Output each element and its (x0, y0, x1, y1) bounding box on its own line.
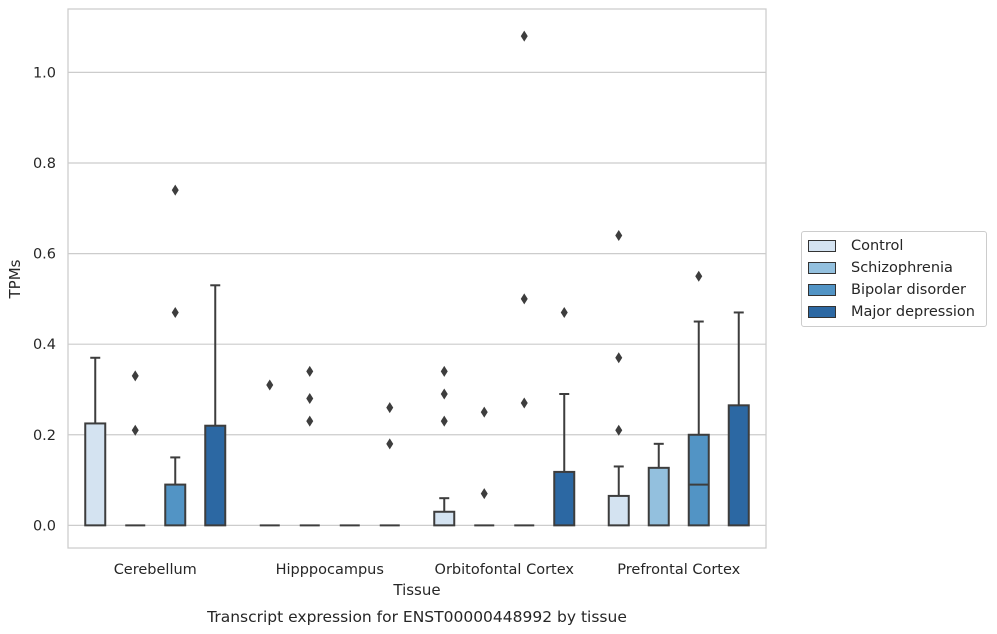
outlier-point (171, 306, 179, 318)
outlier-point (695, 270, 703, 282)
bar (727, 404, 750, 527)
plot-series (84, 30, 750, 527)
outlier-point (386, 438, 394, 450)
legend-item-major-depression: Major depression (808, 301, 975, 323)
legend-item-control: Control (808, 235, 903, 257)
x-axis-label: Tissue (392, 581, 440, 599)
x-tick-label: Hipppocampus (276, 562, 384, 578)
x-tick-label: Orbitofontal Cortex (435, 562, 575, 578)
outlier-point (171, 184, 179, 196)
y-tick-label: 0.8 (33, 156, 56, 172)
outlier-point (520, 30, 528, 42)
legend-label-bipolar-disorder: Bipolar disorder (851, 282, 966, 298)
outlier-point (520, 293, 528, 305)
legend-swatch-major-depression (808, 306, 836, 318)
outlier-point (615, 424, 623, 436)
outlier-point (520, 397, 528, 409)
bar (647, 466, 670, 527)
x-tick-label: Cerebellum (114, 562, 197, 578)
series-bipolar-disorder (164, 30, 710, 527)
series-schizophrenia (125, 365, 670, 527)
outlier-point (480, 488, 488, 500)
legend-swatch-control (808, 240, 836, 252)
y-axis-label: TPMs (6, 259, 24, 299)
outlier-point (266, 379, 274, 391)
outlier-point (131, 370, 139, 382)
series-control (84, 229, 630, 527)
y-tick-label: 0.6 (33, 247, 56, 263)
y-tick-label: 0.4 (33, 337, 56, 353)
bar (84, 422, 107, 527)
bar (687, 433, 710, 527)
outlier-point (306, 415, 314, 427)
outlier-point (615, 229, 623, 241)
legend-swatch-schizophrenia (808, 262, 836, 274)
outlier-point (440, 388, 448, 400)
x-tick-label: Prefrontal Cortex (617, 562, 740, 578)
legend-label-major-depression: Major depression (851, 304, 975, 320)
bar (204, 424, 227, 527)
x-tick-labels: Cerebellum Hipppocampus Orbitofontal Corte… (114, 562, 741, 578)
y-tick-label: 0.0 (33, 518, 56, 534)
outlier-point (131, 424, 139, 436)
y-tick-labels: 0.0 0.2 0.4 0.6 0.8 1.0 (33, 65, 56, 534)
legend-label-control: Control (851, 238, 904, 254)
legend-item-schizophrenia: Schizophrenia (808, 257, 953, 279)
outlier-point (306, 365, 314, 377)
legend-swatch-bipolar-disorder (808, 284, 836, 296)
outlier-point (440, 415, 448, 427)
bar (607, 494, 630, 527)
series-major-depression (204, 284, 750, 527)
legend: Control Schizophrenia Bipolar disorder M… (801, 231, 987, 327)
outlier-point (615, 352, 623, 364)
outlier-point (306, 393, 314, 405)
y-tick-label: 0.2 (33, 428, 56, 444)
outlier-point (386, 402, 394, 414)
bar (164, 483, 187, 527)
chart-title: Transcript expression for ENST0000044899… (206, 608, 627, 626)
bar (433, 510, 456, 527)
outlier-point (480, 406, 488, 418)
outlier-point (560, 306, 568, 318)
bar (553, 470, 576, 527)
plot-frame (67, 8, 767, 549)
legend-label-schizophrenia: Schizophrenia (851, 260, 953, 276)
legend-item-bipolar-disorder: Bipolar disorder (808, 279, 966, 301)
outlier-point (440, 365, 448, 377)
y-tick-label: 1.0 (33, 65, 56, 81)
